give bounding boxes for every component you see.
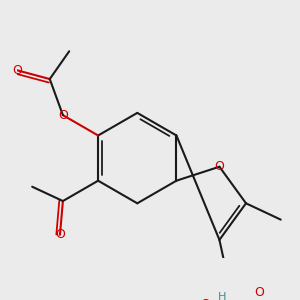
- Text: O: O: [55, 228, 65, 241]
- Text: O: O: [58, 109, 68, 122]
- Text: H: H: [218, 292, 226, 300]
- Text: O: O: [214, 160, 224, 173]
- Text: O: O: [254, 286, 264, 299]
- Text: O: O: [12, 64, 22, 77]
- Text: O: O: [200, 298, 210, 300]
